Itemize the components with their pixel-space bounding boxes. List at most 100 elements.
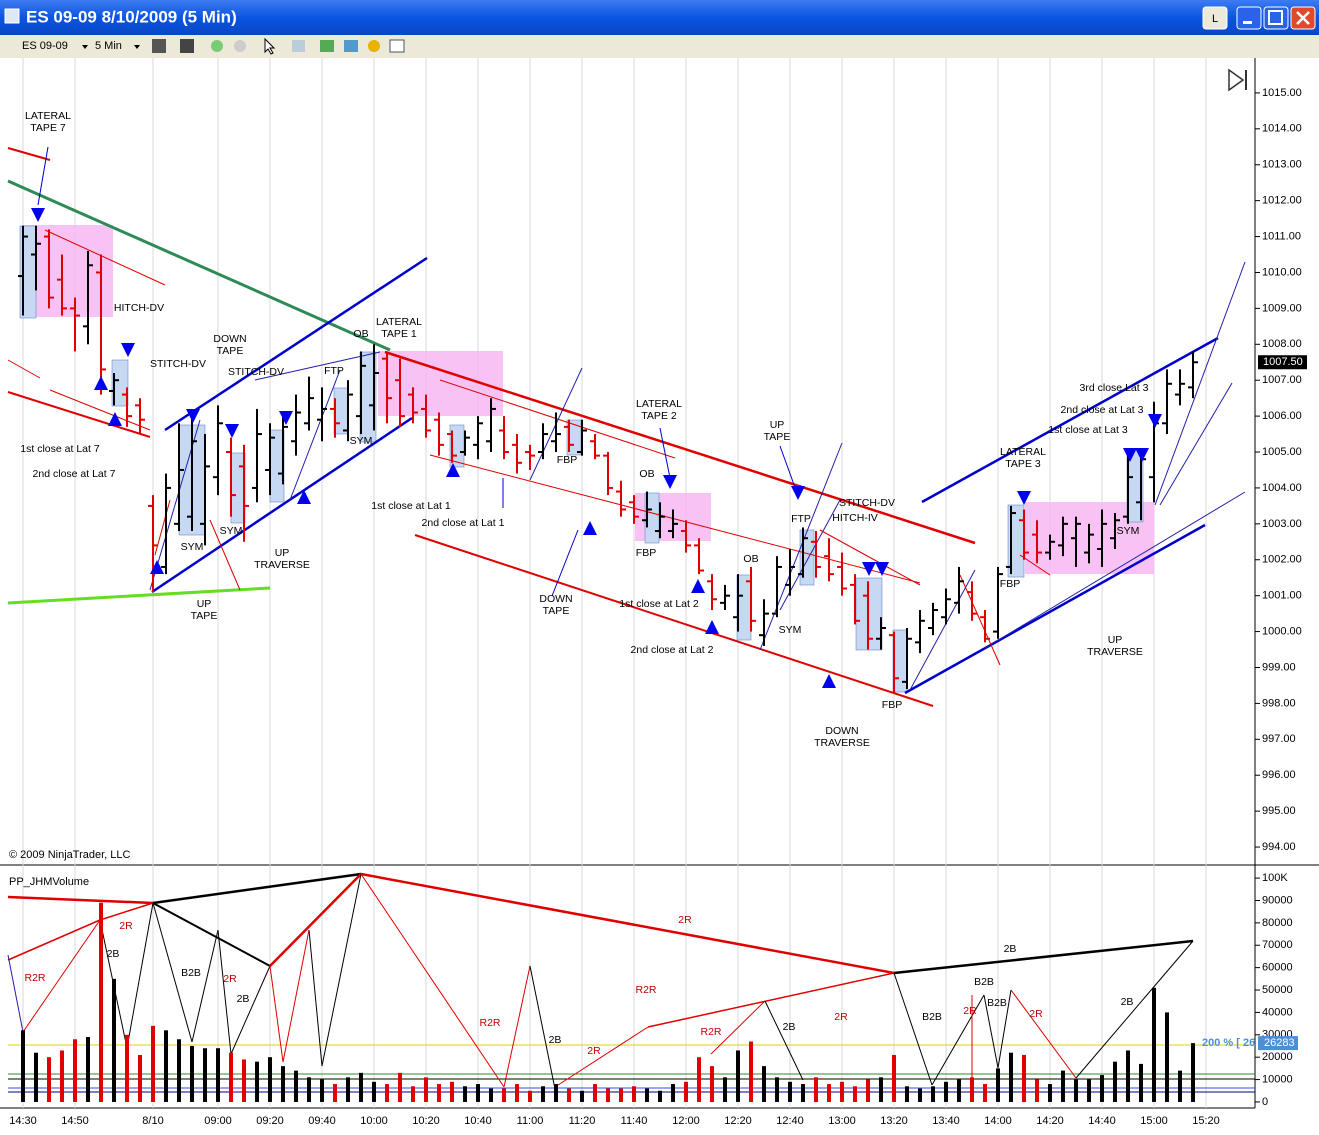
trend-line (759, 442, 843, 651)
volume-bar (827, 1084, 831, 1102)
money-icon[interactable] (368, 40, 380, 52)
trend-line (909, 569, 976, 691)
y-tick-label: 1011.00 (1262, 230, 1301, 242)
y-tick-label: 90000 (1262, 894, 1293, 906)
y-tick-label: 1000.00 (1262, 625, 1302, 637)
app-icon (4, 8, 20, 24)
volume-annotation: 2R (587, 1045, 601, 1057)
signal-arrow (705, 620, 719, 634)
volume-bar (515, 1084, 519, 1102)
scroll-end-icon[interactable] (1228, 68, 1247, 92)
signal-arrow (791, 486, 805, 500)
close-icon (1296, 11, 1310, 25)
draw-icon[interactable] (180, 39, 194, 53)
cursor-icon[interactable] (264, 37, 276, 55)
signal-arrow (1123, 448, 1137, 462)
volume-wave-line (269, 965, 284, 1063)
data-box-icon[interactable] (389, 39, 405, 53)
x-tick-label: 10:00 (360, 1115, 388, 1127)
signal-arrow (121, 343, 135, 357)
last-price-box (1258, 355, 1307, 370)
volume-bar (684, 1081, 688, 1102)
volume-annotation: 2R (1029, 1008, 1043, 1020)
volume-bar (606, 1088, 610, 1102)
annotation: 1st close at Lat 7 (20, 443, 100, 455)
volume-bar (528, 1090, 532, 1102)
title-bar (0, 0, 1319, 35)
signal-arrow (186, 409, 200, 423)
annotation: FBP (1000, 578, 1020, 590)
volume-annotation: 2B (783, 1021, 796, 1033)
properties-icon[interactable] (292, 40, 305, 52)
zoom-in-icon[interactable] (211, 40, 223, 52)
annotation: TAPE 7 (30, 122, 66, 134)
trend-line (7, 147, 51, 161)
signal-arrow (875, 562, 889, 576)
annotation: UP (197, 598, 212, 610)
indicator-icon[interactable] (344, 40, 358, 52)
volume-bar (411, 1086, 415, 1102)
volume-bar (749, 1041, 753, 1102)
copyright: © 2009 NinjaTrader, LLC (9, 849, 130, 861)
annotation: TAPE (764, 431, 791, 443)
volume-bar (619, 1088, 623, 1102)
annotation: 1st close at Lat 1 (371, 500, 451, 512)
volume-bar (73, 1039, 77, 1102)
x-tick-label: 14:30 (9, 1115, 37, 1127)
toolbar (0, 35, 1319, 58)
zoom-out-icon[interactable] (234, 40, 246, 52)
overlays: 14:30 14:50 8/10 09:00 09:20 09:40 10:00 10:20 1… (9, 87, 1307, 1127)
volume-bar (138, 1054, 142, 1102)
volume-bar (1048, 1084, 1052, 1102)
volume-annotation: R2R (700, 1026, 721, 1038)
volume-wave-line (152, 902, 193, 1043)
trend-line (7, 391, 151, 438)
trend-line (7, 179, 391, 352)
instrument-selector[interactable]: ES 09-09 (22, 40, 68, 52)
annotation: TAPE 1 (381, 328, 417, 340)
minimize-button[interactable] (1236, 6, 1262, 30)
volume-bar (398, 1072, 402, 1102)
annotation: TAPE (217, 345, 244, 357)
x-tick-label: 11:20 (569, 1115, 596, 1127)
interval-selector[interactable]: 5 Min (95, 40, 122, 52)
annotation: UP (1108, 634, 1123, 646)
strategy-icon[interactable] (320, 40, 334, 52)
annotation: UP (770, 419, 785, 431)
volume-bar (1061, 1070, 1065, 1102)
annotation: SYM (779, 624, 802, 636)
annotation: FTP (324, 365, 344, 377)
volume-bar (983, 1084, 987, 1102)
y-tick-label: 998.00 (1262, 697, 1296, 709)
indicator-label: PP_JHMVolume (9, 876, 89, 888)
trend-line (7, 359, 41, 379)
signal-arrow (1017, 491, 1031, 505)
y-tick-label: 996.00 (1262, 769, 1296, 781)
annotation: SYM (1117, 525, 1140, 537)
trend-line (779, 445, 798, 494)
bar-type-icon[interactable] (152, 39, 166, 53)
signal-arrow (663, 475, 677, 489)
volume-wave-line (529, 965, 556, 1090)
annotation: SYM (181, 541, 204, 553)
y-tick-label: 0 (1262, 1096, 1268, 1108)
volume-wave-line (893, 972, 933, 1086)
volume-bar (840, 1081, 844, 1102)
volume-bar (437, 1084, 441, 1102)
annotation: LATERAL (636, 398, 682, 410)
volume-wave-line (308, 929, 323, 1067)
volume-wave-line (7, 895, 154, 905)
signal-arrow (279, 411, 293, 425)
x-tick-label: 14:50 (61, 1115, 89, 1127)
volume-bar (1139, 1063, 1143, 1102)
y-tick-label: 1006.00 (1262, 410, 1302, 422)
annotation: TAPE 3 (1005, 458, 1041, 470)
volume-wave-line (152, 902, 271, 967)
volume-annotation: 2B (1121, 996, 1134, 1008)
volume-bar (905, 1086, 909, 1102)
l-button[interactable] (1202, 6, 1228, 30)
annotation: TRAVERSE (814, 737, 870, 749)
volume-bar (320, 1079, 324, 1102)
signal-arrow (225, 424, 239, 438)
